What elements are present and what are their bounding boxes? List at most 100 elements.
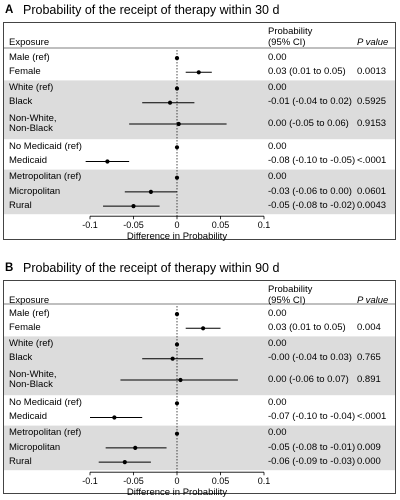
row-estimate: 0.00 (-0.06 to 0.07) [268,373,349,385]
point-estimate [105,159,110,164]
group-shading [4,336,395,396]
x-tick-label: -0.05 [123,220,144,230]
point-estimate [112,415,117,420]
row-estimate: 0.00 [268,82,287,94]
row-estimate: 0.03 (0.01 to 0.05) [268,66,346,78]
group-shading [4,169,395,215]
point-estimate [176,121,181,127]
header-estimate: Probability (95% CI) [268,26,313,48]
row-pvalue: 0.5925 [357,96,387,108]
row-estimate: 0.00 (-0.05 to 0.06) [268,117,349,129]
point-estimate [148,189,153,194]
row-estimate: 0.00 [268,397,287,409]
row-estimate: -0.06 (-0.09 to -0.03) [268,455,356,467]
point-estimate [201,326,206,331]
row-label: Black [9,96,33,108]
row-estimate: 0.00 [268,338,287,350]
row-estimate: 0.00 [268,141,287,153]
row-estimate: 0.00 [268,171,287,183]
row-estimate: -0.05 (-0.08 to -0.01) [268,441,356,453]
point-estimate [174,342,180,347]
point-estimate [122,460,127,465]
row-estimate: 0.00 [268,427,287,439]
x-tick-label: -0.05 [123,476,144,486]
row-label: Male (ref) [9,51,50,63]
x-tick-label: 0.05 [212,220,230,230]
panel-title: Probability of the receipt of therapy wi… [23,3,280,17]
row-estimate: -0.01 (-0.04 to 0.02) [268,96,352,108]
row-pvalue: <.0001 [357,411,387,423]
row-pvalue: 0.0601 [357,185,387,197]
group-shading [4,80,395,140]
point-estimate [131,204,136,209]
point-estimate [174,312,180,317]
header-estimate: Probability (95% CI) [268,284,313,306]
row-label: Non-White, Non-Black [9,368,57,390]
row-label: Non-White, Non-Black [9,112,57,134]
row-label: Rural [9,199,32,211]
row-pvalue: 0.0043 [357,199,387,211]
row-label: Male (ref) [9,307,50,319]
x-axis-label: Difference in Probability [127,231,227,242]
row-label: White (ref) [9,82,54,94]
row-label: Micropolitan [9,441,61,453]
point-estimate [196,70,201,75]
panel-label: B [5,262,14,274]
row-label: Medicaid [9,411,48,423]
row-pvalue: 0.9153 [357,117,387,129]
point-estimate [178,377,183,383]
plot-frame [3,280,396,494]
x-tick-label: 0.05 [212,476,230,486]
row-label: Female [9,322,41,334]
row-label: Medicaid [9,155,48,167]
plot-frame [3,22,396,240]
header-pvalue: P value [357,295,389,306]
row-estimate: -0.05 (-0.08 to -0.02) [268,199,356,211]
panel-title: Probability of the receipt of therapy wi… [23,261,280,275]
row-pvalue: 0.765 [357,352,381,364]
point-estimate [174,86,180,91]
row-label: Black [9,352,33,364]
row-pvalue: 0.000 [357,455,381,467]
header-pvalue: P value [357,37,389,48]
x-tick-label: 0.1 [258,476,271,486]
x-tick-label: 0 [174,476,179,486]
row-label: Metropolitan (ref) [9,427,82,439]
row-pvalue: <.0001 [357,155,387,167]
row-label: Metropolitan (ref) [9,171,82,183]
point-estimate [167,100,173,105]
row-estimate: -0.00 (-0.04 to 0.03) [268,352,352,364]
point-estimate [174,431,180,436]
x-tick-label: 0.1 [258,220,271,230]
row-label: No Medicaid (ref) [9,397,82,409]
x-tick-label: -0.1 [82,476,98,486]
x-axis-label: Difference in Probability [127,487,227,498]
group-shading [4,425,395,471]
row-pvalue: 0.009 [357,441,381,453]
row-label: Micropolitan [9,185,61,197]
point-estimate [133,445,138,450]
row-pvalue: 0.891 [357,373,381,385]
x-tick-label: 0 [174,220,179,230]
header-exposure: Exposure [9,37,50,48]
row-label: White (ref) [9,338,54,350]
point-estimate [174,56,180,61]
row-label: Rural [9,455,32,467]
row-pvalue: 0.0013 [357,66,387,78]
row-pvalue: 0.004 [357,322,381,334]
point-estimate [170,356,175,361]
row-estimate: -0.03 (-0.06 to 0.00) [268,185,352,197]
row-estimate: 0.00 [268,51,287,63]
panel-label: A [5,4,14,16]
x-tick-label: -0.1 [82,220,98,230]
row-estimate: 0.00 [268,307,287,319]
row-estimate: -0.07 (-0.10 to -0.04) [268,411,356,423]
row-estimate: 0.03 (0.01 to 0.05) [268,322,346,334]
point-estimate [174,175,180,180]
header-exposure: Exposure [9,295,50,306]
row-label: Female [9,66,41,78]
row-label: No Medicaid (ref) [9,141,82,153]
row-estimate: -0.08 (-0.10 to -0.05) [268,155,356,167]
